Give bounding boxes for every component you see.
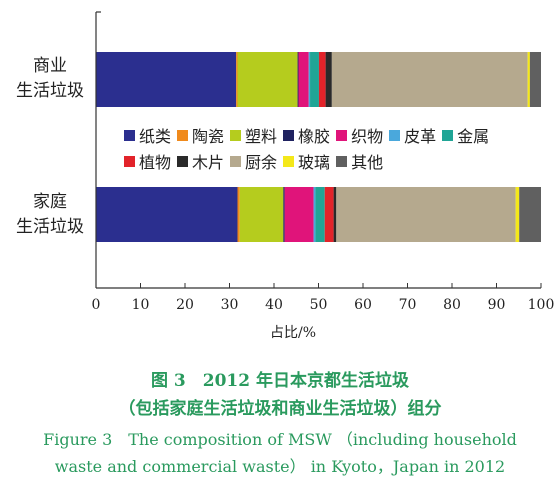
x-tick-label: 40 (265, 297, 283, 313)
figure-caption-en-line2: waste and commercial waste） in Kyoto，Jap… (54, 457, 506, 476)
legend-swatch (124, 129, 135, 141)
legend-swatch (177, 155, 189, 167)
legend-item: 纸类 (124, 123, 171, 147)
x-tick-label: 60 (354, 297, 372, 313)
category-label-line: 家庭 (33, 192, 67, 212)
x-tick-label: 20 (176, 297, 194, 313)
legend-label: 木片 (192, 153, 225, 172)
bar-segment (336, 187, 516, 242)
x-tick-label: 0 (92, 297, 101, 313)
bar-segment (284, 187, 314, 242)
bar-segment (527, 52, 530, 107)
legend-label: 皮革 (404, 127, 437, 146)
legend-label: 玻璃 (298, 153, 331, 172)
x-tick-label: 80 (443, 297, 461, 313)
legend-item: 塑料 (230, 123, 277, 147)
legend-row: 纸类 陶瓷 塑料 橡胶 织物 皮革 金属 (124, 122, 544, 148)
legend-label: 陶瓷 (192, 127, 225, 146)
bar-segment (519, 187, 541, 242)
legend-swatch (124, 155, 135, 167)
bar-segment (237, 187, 240, 242)
figure-caption-en-line1: Figure 3 The composition of MSW （includi… (43, 430, 517, 449)
legend-item: 织物 (336, 123, 383, 147)
bar-segment (297, 52, 299, 107)
x-axis-label: 占比/% (270, 325, 317, 341)
bar-segment (237, 52, 298, 107)
category-label-line: 生活垃圾 (16, 81, 84, 101)
legend-label: 纸类 (139, 127, 172, 146)
legend-swatch (442, 129, 454, 141)
bar-segment (283, 187, 285, 242)
bar-segment (515, 187, 520, 242)
legend-label: 金属 (457, 127, 490, 146)
legend-item: 陶瓷 (177, 123, 224, 147)
legend-label: 塑料 (245, 127, 278, 146)
legend-swatch (230, 129, 242, 141)
x-tick-label: 10 (132, 297, 150, 313)
category-label-commercial: 商业 生活垃圾 (10, 54, 90, 104)
legend-item: 木片 (177, 149, 224, 173)
figure-caption-cn-line2: （包括家庭生活垃圾和商业生活垃圾）组分 (118, 399, 442, 419)
legend-swatch (283, 155, 295, 167)
bar-segment (529, 52, 541, 107)
bar-segment (325, 52, 332, 107)
bar-segment (313, 187, 316, 242)
legend-label: 其他 (351, 153, 384, 172)
legend-swatch (389, 129, 401, 141)
legend-swatch (230, 155, 242, 167)
category-label-line: 生活垃圾 (16, 217, 84, 237)
legend-swatch (336, 129, 348, 141)
bar-segment (96, 187, 238, 242)
legend-item: 金属 (442, 123, 489, 147)
bar-segment (310, 52, 319, 107)
bar-segment (324, 187, 334, 242)
x-tick-label: 50 (310, 297, 328, 313)
x-tick-label: 90 (488, 297, 506, 313)
legend-item: 玻璃 (283, 149, 330, 173)
legend-item: 皮革 (389, 123, 436, 147)
x-tick-label: 100 (528, 297, 555, 313)
bar-segment (308, 52, 311, 107)
bar-segment (96, 52, 237, 107)
legend-item: 橡胶 (283, 123, 330, 147)
stacked-bar-chart: 0 10 20 30 40 50 60 70 80 90 100 (92, 11, 555, 313)
legend-label: 厨余 (245, 153, 278, 172)
bar-segment (298, 52, 309, 107)
legend-item: 厨余 (230, 149, 277, 173)
figure-caption-cn-line1: 图 3 2012 年日本京都生活垃圾 (151, 371, 409, 391)
bar-segment (333, 187, 337, 242)
x-tick-label: 70 (399, 297, 417, 313)
bar-segment (239, 187, 284, 242)
legend-label: 织物 (351, 127, 384, 146)
category-label-line: 商业 (33, 56, 67, 76)
category-label-household: 家庭 生活垃圾 (10, 190, 90, 240)
legend-swatch (336, 155, 348, 167)
bar-segment (315, 187, 325, 242)
legend-label: 植物 (139, 153, 172, 172)
chart-area: 0 10 20 30 40 50 60 70 80 90 100 商业 生活垃圾 家庭 生活垃圾 纸… (10, 11, 555, 341)
legend-item: 其他 (336, 149, 383, 173)
bar-segment (236, 52, 238, 107)
bar-segment (318, 52, 326, 107)
x-tick-label: 30 (221, 297, 239, 313)
legend-swatch (177, 129, 189, 141)
bar-segment (331, 52, 528, 107)
legend-label: 橡胶 (298, 127, 331, 146)
legend-item: 植物 (124, 149, 171, 173)
legend: 纸类 陶瓷 塑料 橡胶 织物 皮革 金属植物 木片 厨余 玻璃 其他 (124, 122, 544, 174)
legend-row: 植物 木片 厨余 玻璃 其他 (124, 148, 544, 174)
legend-swatch (283, 129, 295, 141)
